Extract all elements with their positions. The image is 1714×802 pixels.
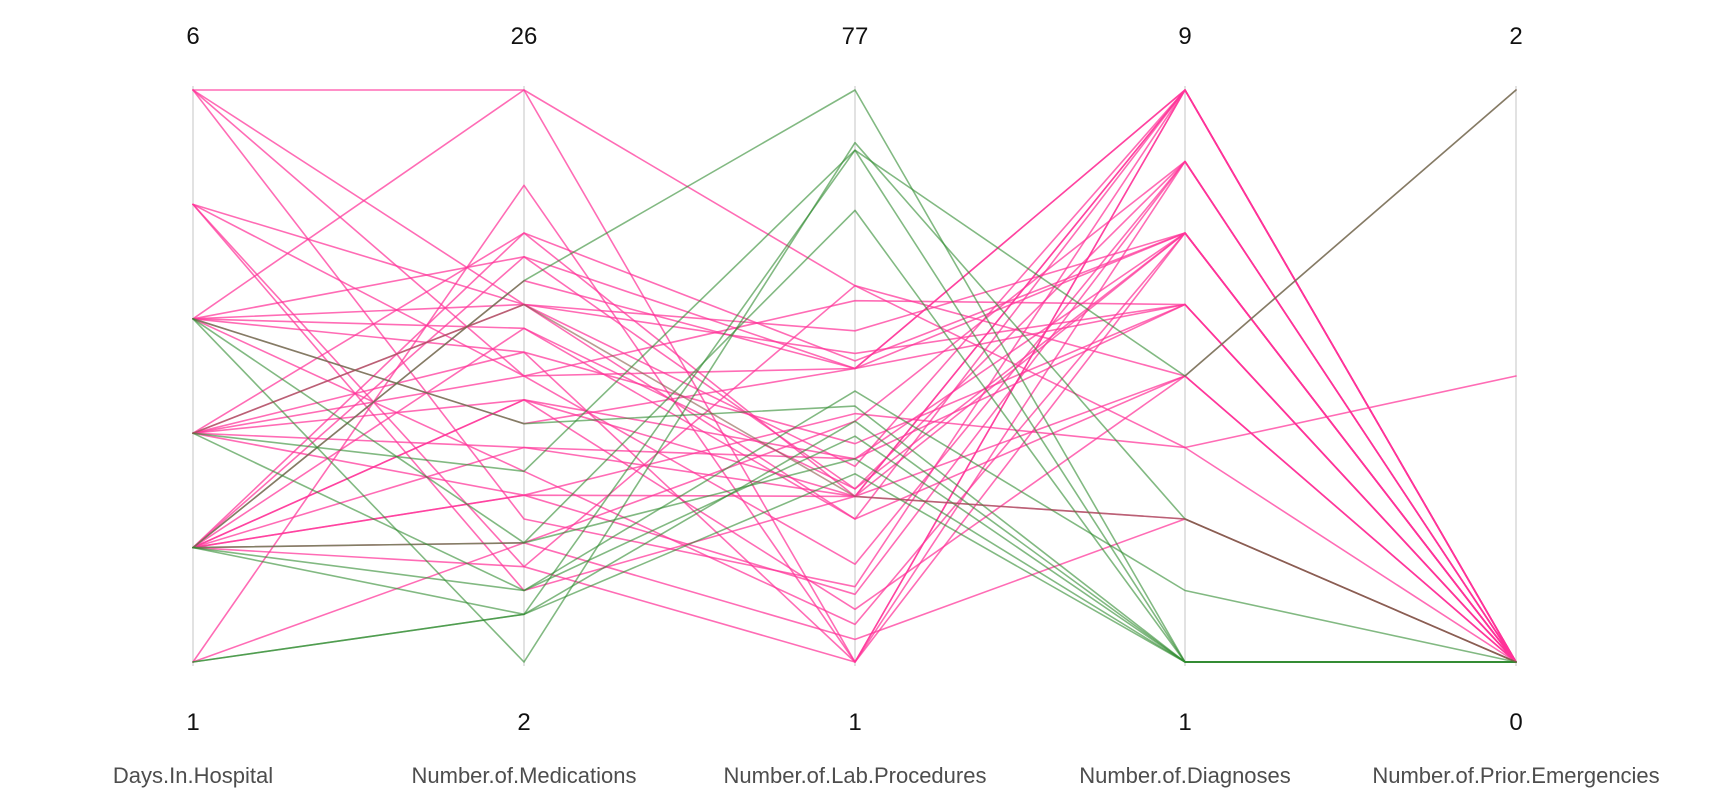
series-lines — [192, 89, 1517, 663]
axis-max-label: 77 — [842, 23, 869, 50]
axis-title: Number.of.Lab.Procedures — [724, 763, 987, 788]
tick-labels: 6 1 26 2 77 1 9 1 2 0 — [186, 23, 1522, 736]
axis-title: Number.of.Diagnoses — [1079, 763, 1291, 788]
axis-title: Number.of.Medications — [412, 763, 637, 788]
axis-title: Days.In.Hospital — [113, 763, 273, 788]
axis-max-label: 26 — [511, 23, 538, 50]
record-line — [192, 303, 1517, 663]
record-line — [192, 412, 1517, 663]
axis-names: Days.In.Hospital Number.of.Medications Num… — [113, 763, 1660, 788]
record-line — [192, 89, 1517, 473]
axis-min-label: 1 — [848, 709, 861, 736]
axis-max-label: 2 — [1509, 23, 1522, 50]
record-line — [192, 303, 1517, 663]
axis-max-label: 9 — [1178, 23, 1191, 50]
axis-max-label: 6 — [186, 23, 199, 50]
axis-min-label: 2 — [517, 709, 530, 736]
record-line — [192, 375, 1517, 663]
axis-min-label: 1 — [186, 709, 199, 736]
record-line — [192, 390, 1517, 663]
record-line — [192, 209, 1517, 663]
axis-min-label: 1 — [1178, 709, 1191, 736]
axis-title: Number.of.Prior.Emergencies — [1372, 763, 1659, 788]
axis-min-label: 0 — [1509, 709, 1522, 736]
